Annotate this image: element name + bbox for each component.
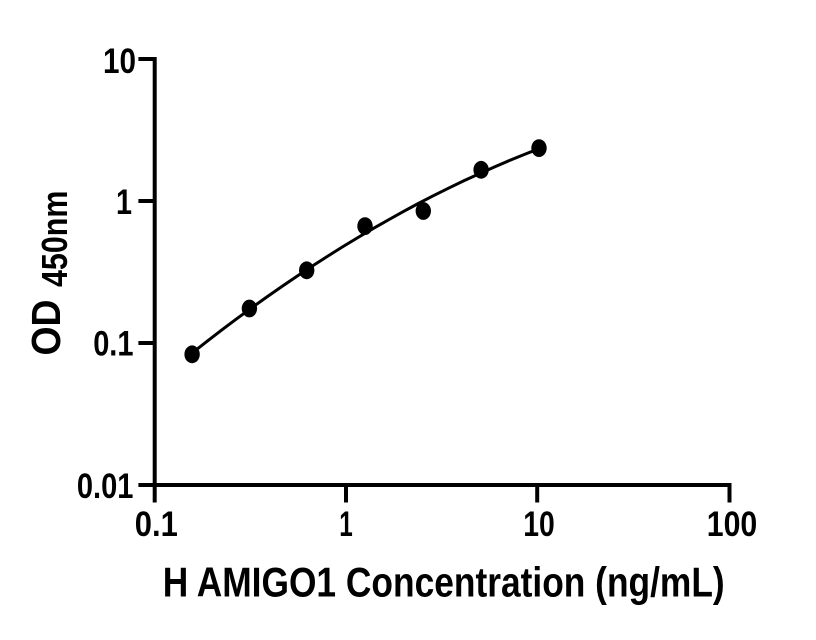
svg-text:0.1: 0.1 (135, 504, 178, 544)
svg-text:0.1: 0.1 (93, 323, 133, 363)
svg-text:10: 10 (523, 504, 555, 544)
svg-text:100: 100 (707, 504, 758, 544)
svg-text:1: 1 (339, 504, 353, 544)
svg-text:OD450nm: OD450nm (23, 191, 75, 356)
svg-text:H AMIGO1 Concentration (ng/mL): H AMIGO1 Concentration (ng/mL) (163, 559, 725, 606)
svg-text:0.01: 0.01 (77, 466, 134, 506)
svg-text:10: 10 (103, 41, 136, 81)
svg-text:1: 1 (116, 182, 132, 222)
